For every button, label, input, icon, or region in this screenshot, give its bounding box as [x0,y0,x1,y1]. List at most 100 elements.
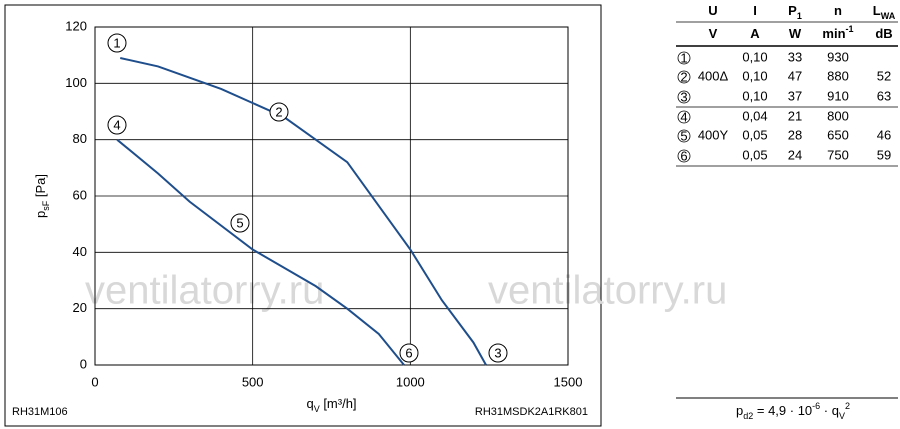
text-run: V [709,26,718,41]
subscript: sF [41,200,51,211]
y-tick-label: 0 [80,356,87,371]
table-cell: 0,05 [742,127,767,142]
row-marker: 1 [680,50,687,65]
row-marker-circle [677,51,691,65]
row-marker: 2 [680,69,687,84]
table-unit: min-1 [822,24,853,41]
text-run: U [708,3,717,18]
table-unit: A [750,26,760,41]
text-run: · q [820,403,839,418]
subscript: d2 [743,411,753,421]
table-header: n [834,3,842,18]
table-cell: 880 [827,68,849,83]
y-tick-label: 40 [73,244,87,259]
annotation: 2 [275,104,282,119]
y-tick-label: 120 [65,18,87,33]
table-cell: 910 [827,88,849,103]
row-marker-circle [677,90,691,104]
text-run: [m³/h] [320,396,357,411]
annotation-circle [488,343,508,363]
table-unit: dB [875,26,892,41]
subscript: V [314,404,320,414]
table-cell: 21 [788,108,802,123]
table-unit: W [789,26,802,41]
subscript: V [839,411,845,421]
table-cell: 650 [827,127,849,142]
superscript: -6 [812,401,820,411]
text-run: P [788,3,797,18]
y-axis-label: psF [Pa] [33,174,51,218]
superscript: -1 [846,24,854,34]
text-run: L [873,3,881,18]
annotation: 3 [494,345,501,360]
table-cell: 46 [877,127,891,142]
annotation-circle [269,102,289,122]
annotation-circle [107,33,127,53]
table-cell: 47 [788,68,802,83]
table-cell: 28 [788,127,802,142]
y-tick-label: 60 [73,187,87,202]
table-cell: 37 [788,88,802,103]
text-run: n [834,3,842,18]
curve [120,57,487,366]
y-tick-label: 80 [73,131,87,146]
table-header: P1 [788,3,802,21]
x-tick-label: 1000 [396,374,425,389]
row-marker-circle [677,149,691,163]
table-cell: 0,10 [742,68,767,83]
formula: pd2 = 4,9 · 10-6 · qV2 [736,401,850,421]
watermark: ventilatorry.ru [85,269,324,313]
table-cell: 0,04 [742,108,767,123]
table-cell: 750 [827,147,849,162]
table-cell: 0,05 [742,147,767,162]
table-cell: 400Δ [698,68,729,83]
table-cell: 24 [788,147,802,162]
text-run: p [736,403,743,418]
text-run: p [33,211,48,218]
table-header: U [708,3,717,18]
annotation-circle [107,115,127,135]
table-cell: 400Y [698,127,729,142]
row-marker-circle [677,70,691,84]
text-run: A [750,26,760,41]
subscript: 1 [797,11,802,21]
annotation-circle [399,343,419,363]
row-marker: 5 [680,128,687,143]
text-run: q [306,396,313,411]
annotation: 4 [113,117,120,132]
text-run: [Pa] [33,174,48,201]
watermark: ventilatorry.ru [488,269,727,313]
row-marker: 6 [680,148,687,163]
subscript: WA [881,11,896,21]
text-run: I [753,3,757,18]
table-cell: 33 [788,49,802,64]
annotation: 1 [113,35,120,50]
x-tick-label: 500 [242,374,264,389]
text-run: dB [875,26,892,41]
table-cell: 52 [877,68,891,83]
row-marker-circle [677,129,691,143]
x-axis-label: qV [m³/h] [306,396,356,414]
footer-right: RH31MSDK2A1RK801 [475,406,588,418]
frame [4,4,602,427]
table-cell: 930 [827,49,849,64]
y-tick-label: 100 [65,75,87,90]
footer-left: RH31M106 [12,406,68,418]
row-marker: 4 [680,109,687,124]
table-cell: 800 [827,108,849,123]
text-run: W [789,26,802,41]
annotation: 6 [405,345,412,360]
table-unit: V [709,26,718,41]
y-tick-label: 20 [73,300,87,315]
curve [116,138,405,366]
table-header: LWA [873,3,896,21]
annotation-circle [230,213,250,233]
table-cell: 63 [877,88,891,103]
annotation: 5 [236,215,243,230]
table-cell: 59 [877,147,891,162]
text-run: = 4,9 · 10 [753,403,812,418]
table-header: I [753,3,757,18]
x-tick-label: 0 [91,374,98,389]
